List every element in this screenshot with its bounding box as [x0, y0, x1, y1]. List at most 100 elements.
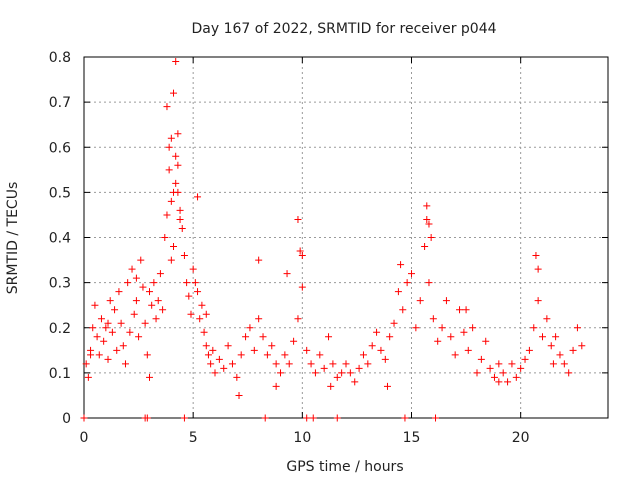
- data-point: [185, 292, 193, 300]
- data-point: [95, 351, 103, 359]
- data-point: [242, 333, 250, 341]
- data-point: [416, 297, 424, 305]
- data-point: [525, 346, 533, 354]
- data-point: [383, 382, 391, 390]
- data-point: [346, 369, 354, 377]
- data-point: [132, 297, 140, 305]
- data-point: [277, 369, 284, 377]
- data-point: [333, 373, 341, 381]
- data-point: [351, 378, 359, 386]
- gridlines: [84, 57, 608, 418]
- data-point: [432, 414, 440, 422]
- data-point: [115, 288, 123, 296]
- data-point: [456, 306, 464, 314]
- data-point: [469, 324, 477, 332]
- data-point: [250, 346, 258, 354]
- data-point: [283, 270, 291, 278]
- data-point: [143, 414, 151, 422]
- axis-ticks: 0 0.1 0.2 0.3 0.4 0.5 0.6 0.7 0.8 0 5 10 15 20: [49, 50, 608, 446]
- data-point: [320, 364, 328, 372]
- data-point: [167, 197, 175, 205]
- data-point: [84, 373, 92, 381]
- data-point: [207, 360, 215, 368]
- data-point: [359, 351, 367, 359]
- data-point: [97, 315, 105, 323]
- data-point: [477, 355, 485, 363]
- data-point: [104, 319, 112, 327]
- data-point: [425, 220, 433, 228]
- y-tick-label: 0: [62, 411, 71, 427]
- data-point: [104, 355, 112, 363]
- data-point: [148, 301, 156, 309]
- data-point: [534, 297, 542, 305]
- data-point: [119, 342, 127, 350]
- data-point: [165, 166, 173, 174]
- data-point: [170, 89, 178, 97]
- data-point: [333, 414, 341, 422]
- data-point: [427, 234, 435, 241]
- y-tick-label: 0.2: [49, 321, 71, 337]
- data-point: [325, 333, 333, 341]
- data-point: [100, 337, 108, 345]
- data-point: [338, 369, 346, 377]
- x-tick-label: 20: [512, 430, 530, 446]
- data-point: [311, 369, 319, 377]
- data-point: [121, 360, 129, 368]
- data-point: [578, 342, 586, 350]
- data-point: [141, 319, 149, 327]
- data-point: [146, 288, 153, 296]
- data-point: [117, 319, 125, 327]
- y-tick-label: 0.4: [49, 231, 71, 247]
- data-point: [294, 215, 302, 223]
- data-point: [200, 328, 208, 336]
- data-point: [150, 279, 158, 287]
- data-point: [508, 360, 516, 368]
- data-point: [220, 364, 228, 372]
- data-point: [268, 342, 276, 350]
- data-point: [451, 351, 459, 359]
- y-tick-label: 0.1: [49, 366, 71, 382]
- data-point: [303, 346, 311, 354]
- data-point: [170, 243, 178, 251]
- data-point: [560, 360, 568, 368]
- data-point: [573, 324, 581, 332]
- data-point: [174, 130, 182, 138]
- y-tick-label: 0.8: [49, 50, 71, 66]
- data-point: [174, 161, 182, 169]
- data-point: [128, 265, 136, 273]
- data-point: [386, 333, 394, 341]
- data-point: [512, 373, 520, 381]
- data-point: [137, 256, 145, 264]
- data-point: [423, 215, 431, 223]
- data-point: [290, 337, 298, 345]
- data-point: [154, 297, 162, 305]
- data-point: [167, 256, 175, 264]
- x-axis-label: GPS time / hours: [286, 459, 403, 475]
- data-point: [549, 360, 557, 368]
- data-point: [517, 364, 525, 372]
- data-point: [486, 364, 494, 372]
- data-point: [91, 301, 99, 309]
- data-point: [224, 342, 232, 350]
- data-point: [194, 288, 202, 296]
- data-point: [202, 342, 210, 350]
- data-point: [156, 270, 164, 278]
- data-point: [108, 328, 116, 336]
- data-point: [329, 360, 337, 368]
- data-point: [482, 337, 490, 345]
- data-point: [303, 414, 311, 422]
- data-point: [373, 328, 381, 336]
- data-point: [235, 391, 243, 399]
- data-point: [462, 306, 470, 314]
- data-point: [412, 324, 420, 332]
- data-point: [394, 288, 402, 296]
- data-point: [246, 324, 254, 332]
- data-point: [172, 152, 180, 160]
- data-point: [272, 382, 280, 390]
- data-point: [82, 360, 90, 368]
- data-point: [429, 315, 437, 323]
- data-point: [534, 265, 542, 273]
- data-point: [272, 360, 280, 368]
- data-point: [170, 188, 178, 196]
